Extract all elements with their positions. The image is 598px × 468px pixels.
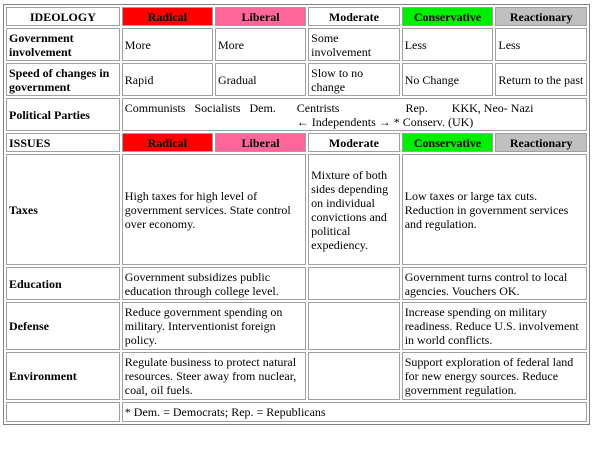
ideology-table: IDEOLOGY Radical Liberal Moderate Conser…	[3, 4, 590, 425]
defense-moderate	[308, 302, 400, 350]
defense-label: Defense	[6, 302, 120, 350]
environment-label: Environment	[6, 352, 120, 400]
taxes-label: Taxes	[6, 154, 120, 265]
issues-header-radical: Radical	[121, 133, 213, 152]
gov-moderate: Some involvement	[308, 28, 400, 61]
gov-conservative: Less	[401, 28, 494, 61]
education-left: Government subsidizes public education t…	[121, 267, 307, 300]
ideology-header-label: IDEOLOGY	[6, 7, 120, 26]
education-row: Education Government subsidizes public e…	[6, 267, 587, 300]
header-radical: Radical	[121, 7, 213, 26]
taxes-moderate: Mixture of both sides depending on indiv…	[308, 154, 400, 265]
footnote-row: * Dem. = Democrats; Rep. = Republicans	[6, 402, 587, 422]
defense-row: Defense Reduce government spending on mi…	[6, 302, 587, 350]
ideology-header-row: IDEOLOGY Radical Liberal Moderate Conser…	[6, 7, 587, 26]
taxes-row: Taxes High taxes for high level of gover…	[6, 154, 587, 265]
header-liberal: Liberal	[214, 7, 307, 26]
speed-liberal: Gradual	[214, 63, 307, 96]
education-moderate	[308, 267, 400, 300]
issues-header-liberal: Liberal	[214, 133, 307, 152]
environment-left: Regulate business to protect natural res…	[121, 352, 307, 400]
header-conservative: Conservative	[401, 7, 494, 26]
parties-line-1: Communists Socialists Dem. Centrists Rep…	[124, 100, 534, 115]
issues-header-conservative: Conservative	[401, 133, 494, 152]
footnote-empty-cell	[6, 402, 120, 422]
education-right: Government turns control to local agenci…	[401, 267, 587, 300]
issues-header-reactionary: Reactionary	[495, 133, 587, 152]
gov-liberal: More	[214, 28, 307, 61]
parties-line-2: ← Independents → * Conserv. (UK)	[296, 114, 474, 129]
header-reactionary: Reactionary	[495, 7, 587, 26]
defense-left: Reduce government spending on military. …	[121, 302, 307, 350]
government-involvement-row: Government involvement More More Some in…	[6, 28, 587, 61]
taxes-right: Low taxes or large tax cuts. Reduction i…	[401, 154, 587, 265]
speed-radical: Rapid	[121, 63, 213, 96]
taxes-left: High taxes for high level of government …	[121, 154, 307, 265]
header-moderate: Moderate	[308, 7, 400, 26]
footnote: * Dem. = Democrats; Rep. = Republicans	[121, 402, 587, 422]
environment-moderate	[308, 352, 400, 400]
speed-conservative: No Change	[401, 63, 494, 96]
speed-moderate: Slow to no change	[308, 63, 400, 96]
environment-right: Support exploration of federal land for …	[401, 352, 587, 400]
political-parties-label: Political Parties	[6, 98, 120, 131]
education-label: Education	[6, 267, 120, 300]
issues-header-row: ISSUES Radical Liberal Moderate Conserva…	[6, 133, 587, 152]
issues-header-label: ISSUES	[6, 133, 120, 152]
issues-header-moderate: Moderate	[308, 133, 400, 152]
speed-of-changes-row: Speed of changes in government Rapid Gra…	[6, 63, 587, 96]
defense-right: Increase spending on military readiness.…	[401, 302, 587, 350]
government-involvement-label: Government involvement	[6, 28, 120, 61]
political-parties-row: Political Parties Communists Socialists …	[6, 98, 587, 131]
gov-radical: More	[121, 28, 213, 61]
speed-reactionary: Return to the past	[495, 63, 587, 96]
political-parties-cell: Communists Socialists Dem. Centrists Rep…	[121, 98, 587, 131]
environment-row: Environment Regulate business to protect…	[6, 352, 587, 400]
speed-of-changes-label: Speed of changes in government	[6, 63, 120, 96]
gov-reactionary: Less	[495, 28, 587, 61]
